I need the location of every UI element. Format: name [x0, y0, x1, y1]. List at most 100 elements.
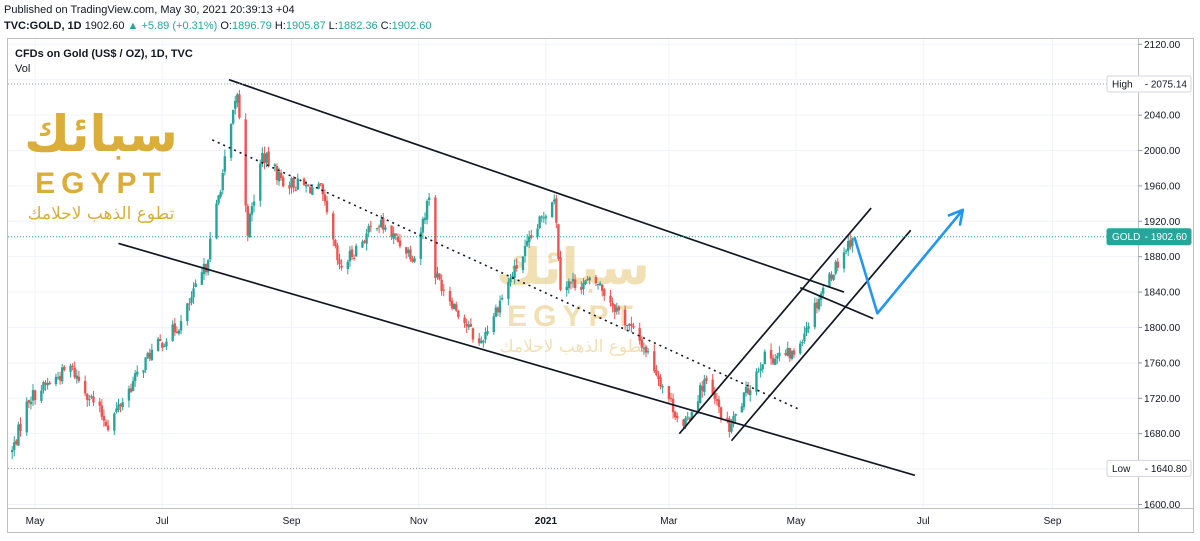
candle-down — [321, 184, 325, 195]
price-change: +5.89 (+0.31%) — [141, 20, 218, 32]
high-price-tag-label: High — [1112, 80, 1133, 91]
candle-up — [646, 351, 650, 353]
candle-up — [90, 396, 93, 398]
up-triangle-icon: ▲ — [127, 20, 139, 32]
y-tick-label: 1760.00 — [1144, 358, 1181, 369]
candle-up — [142, 370, 145, 373]
candle-up — [536, 228, 539, 237]
candle-down — [713, 392, 716, 399]
candle-down — [398, 240, 402, 247]
y-tick-label: 1960.00 — [1144, 181, 1181, 192]
candle-down — [569, 282, 573, 284]
candle-down — [815, 302, 819, 309]
candle-down — [71, 365, 74, 367]
candle-up — [742, 392, 746, 408]
candle-down — [175, 331, 179, 334]
candle-down — [332, 213, 335, 240]
candle-up — [290, 178, 293, 187]
candle-down — [33, 390, 37, 401]
candle-down — [394, 233, 397, 236]
grid-layer — [8, 39, 1138, 508]
candle-up — [807, 326, 810, 329]
candle-up — [317, 184, 320, 189]
candle-up — [88, 399, 91, 401]
candle-down — [173, 323, 176, 333]
candle-down — [63, 366, 66, 371]
candle-up — [265, 153, 268, 163]
chart-frame[interactable]: سبائك EGYPT تطوع الذهب لاحلامك سبائك EGYPT تط… — [7, 38, 1194, 533]
candle-down — [434, 197, 437, 278]
candle-down — [701, 386, 704, 391]
last-price: 1902.60 — [84, 20, 125, 32]
candle-down — [682, 419, 685, 426]
candle-up — [223, 156, 227, 172]
candle-up — [734, 413, 737, 416]
low-price-tag-value: - 1640.80 — [1145, 464, 1188, 475]
candle-down — [263, 153, 266, 164]
forecast-arrow-path — [853, 208, 964, 315]
candle-up — [749, 390, 752, 396]
x-tick-label: May — [26, 516, 45, 527]
axis-layer: 1600.001640.001680.001720.001760.001800.… — [8, 39, 1193, 532]
chart-legend: CFDs on Gold (US$ / OZ), 1D, TVC Vol — [15, 47, 193, 77]
candle-down — [455, 304, 458, 311]
candle-up — [61, 367, 64, 382]
candle-down — [119, 403, 122, 407]
current-price-tag-label: GOLD — [1112, 232, 1140, 243]
candle-up — [686, 416, 689, 418]
trendline — [799, 286, 874, 320]
candle-down — [617, 306, 621, 311]
candle-up — [425, 200, 429, 220]
candle-down — [58, 376, 62, 381]
candle-down — [792, 350, 796, 355]
x-tick-label: Jul — [156, 516, 169, 527]
candle-up — [492, 316, 495, 333]
current-price-tag-box — [1106, 228, 1192, 246]
candle-up — [615, 307, 618, 312]
candle-up — [277, 171, 281, 182]
symbol-label: TVC:GOLD, 1D — [4, 20, 82, 32]
candle-up — [171, 324, 174, 341]
candle-down — [19, 423, 22, 431]
candle-up — [186, 303, 189, 322]
y-tick-label: 1880.00 — [1144, 252, 1181, 263]
candle-up — [790, 350, 794, 359]
candle-down — [238, 94, 241, 118]
candle-down — [603, 289, 606, 296]
candle-down — [100, 405, 104, 417]
candle-up — [690, 411, 694, 420]
candle-down — [659, 377, 662, 387]
candle-down — [244, 119, 247, 206]
x-tick-label: Mar — [660, 516, 678, 527]
candle-down — [27, 400, 31, 403]
candle-down — [336, 245, 339, 261]
candle-up — [642, 347, 646, 349]
candle-up — [365, 233, 368, 244]
candle-down — [411, 258, 414, 262]
candle-up — [54, 376, 58, 385]
forecast-arrow-head — [947, 208, 965, 226]
candle-down — [440, 279, 443, 292]
candle-up — [761, 364, 764, 370]
candle-up — [799, 343, 802, 354]
candle-up — [375, 228, 379, 230]
y-tick-label: 2040.00 — [1144, 111, 1181, 122]
candle-up — [304, 184, 308, 187]
candle-up — [436, 273, 439, 278]
x-tick-label: Sep — [1044, 516, 1062, 527]
candle-up — [542, 217, 546, 219]
candle-up — [413, 258, 416, 262]
candle-up — [156, 338, 160, 351]
candle-up — [252, 201, 256, 206]
candle-down — [44, 382, 47, 385]
volume-label: Vol — [15, 63, 31, 75]
candle-up — [786, 347, 789, 356]
candle-up — [215, 203, 218, 239]
low-price-tag-label: Low — [1112, 464, 1131, 475]
y-tick-label: 2000.00 — [1144, 146, 1181, 157]
open-value: 1896.79 — [232, 20, 272, 32]
y-tick-label: 1680.00 — [1144, 429, 1181, 440]
candle-up — [361, 241, 364, 248]
candle-down — [769, 349, 773, 359]
